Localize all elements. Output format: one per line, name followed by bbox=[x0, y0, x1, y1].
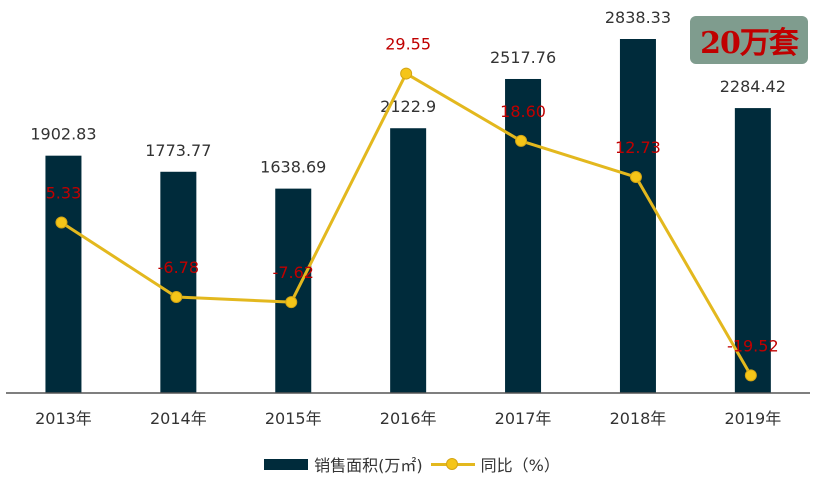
bar-value-label-2: 1638.69 bbox=[260, 158, 326, 177]
bar-value-labels: 1902.83 1773.77 1638.69 2122.9 2517.76 2838.3… bbox=[30, 8, 786, 177]
x-tick-label-2: 2015年 bbox=[265, 409, 322, 428]
yoy-value-label-4: 18.60 bbox=[500, 102, 546, 121]
yoy-marker-0 bbox=[55, 216, 68, 229]
x-tick-label-0: 2013年 bbox=[35, 409, 92, 428]
x-tick-label-4: 2017年 bbox=[495, 409, 552, 428]
legend-bar-label: 销售面积(万㎡) bbox=[314, 456, 423, 475]
bar-value-label-5: 2838.33 bbox=[605, 8, 671, 27]
bar-1 bbox=[160, 171, 197, 393]
yoy-value-label-3: 29.55 bbox=[385, 35, 431, 54]
bar-series bbox=[45, 39, 771, 394]
bar-value-label-0: 1902.83 bbox=[30, 125, 96, 144]
bar-4 bbox=[505, 78, 542, 394]
yoy-value-label-1: -6.78 bbox=[158, 258, 199, 277]
legend-bar-swatch bbox=[264, 458, 309, 470]
bar-value-label-1: 1773.77 bbox=[145, 141, 211, 160]
chart-canvas: 1902.83 1773.77 1638.69 2122.9 2517.76 2838.3… bbox=[6, 8, 810, 428]
x-tick-label-5: 2018年 bbox=[610, 409, 667, 428]
badge-text: 20万套 bbox=[700, 26, 799, 61]
yoy-marker-4 bbox=[515, 134, 528, 147]
yoy-value-label-0: 5.33 bbox=[46, 184, 82, 203]
yoy-marker-6 bbox=[744, 369, 757, 382]
yoy-marker-5 bbox=[629, 171, 642, 184]
line-value-labels: 5.33 -6.78 -7.62 29.55 18.60 12.73 -19.52 bbox=[46, 35, 779, 356]
x-tick-label-6: 2019年 bbox=[724, 409, 781, 428]
bar-value-label-4: 2517.76 bbox=[490, 48, 556, 67]
bar-value-label-6: 2284.42 bbox=[720, 77, 786, 96]
bar-0 bbox=[45, 155, 82, 393]
bar-5 bbox=[619, 39, 656, 393]
yoy-marker-3 bbox=[400, 67, 413, 80]
legend-line-swatch bbox=[430, 457, 475, 471]
legend-item-bar: 销售面积(万㎡) bbox=[264, 452, 423, 476]
yoy-marker-1 bbox=[170, 290, 183, 303]
bar-6 bbox=[734, 108, 771, 393]
yoy-value-label-6: -19.52 bbox=[727, 336, 779, 355]
legend: 销售面积(万㎡) 同比（%） bbox=[0, 452, 824, 476]
yoy-value-label-2: -7.62 bbox=[273, 263, 314, 282]
bar-2 bbox=[275, 188, 312, 393]
legend-item-line: 同比（%） bbox=[430, 452, 560, 476]
x-tick-label-1: 2014年 bbox=[150, 409, 207, 428]
unit-badge: 20万套 bbox=[690, 16, 808, 64]
x-tick-label-3: 2016年 bbox=[380, 409, 437, 428]
bar-3 bbox=[390, 128, 427, 393]
yoy-marker-2 bbox=[285, 296, 298, 309]
yoy-value-label-5: 12.73 bbox=[615, 138, 661, 157]
legend-line-label: 同比（%） bbox=[480, 456, 560, 475]
line-series bbox=[55, 67, 757, 382]
x-axis-tick-labels: 2013年 2014年 2015年 2016年 2017年 2018年 2019年 bbox=[35, 409, 781, 428]
bar-value-label-3: 2122.9 bbox=[380, 97, 436, 116]
